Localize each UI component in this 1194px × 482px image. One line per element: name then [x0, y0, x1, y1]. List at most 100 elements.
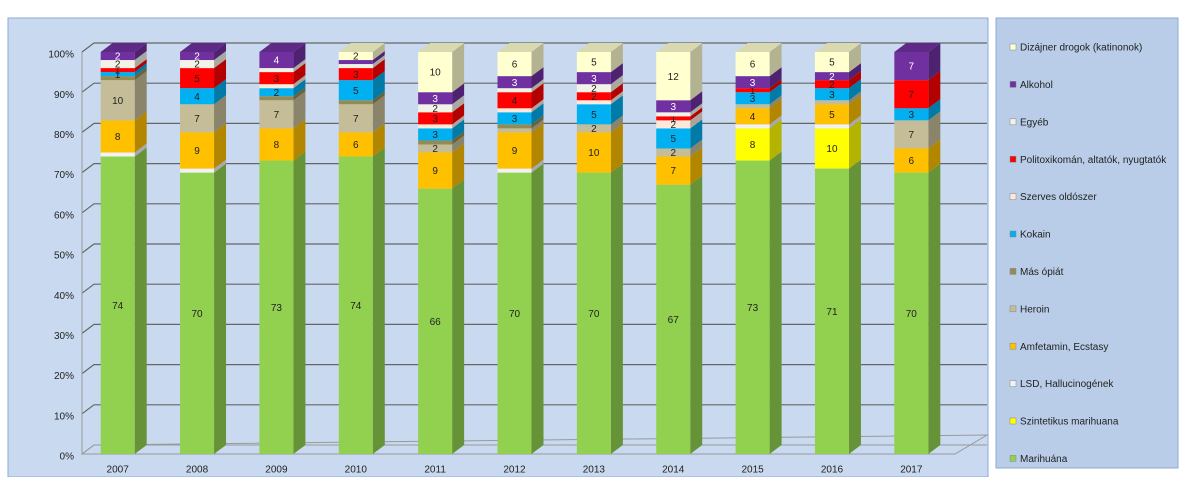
data-label: 7: [353, 114, 359, 125]
bar-segment: [576, 84, 611, 93]
data-label: 2: [670, 120, 676, 131]
legend-label: Kokain: [1020, 230, 1051, 241]
bar-segment: [418, 144, 453, 153]
bar-side: [372, 55, 385, 69]
bar-segment: [576, 172, 611, 454]
data-label: 10: [826, 144, 838, 155]
bar-top: [100, 43, 147, 52]
data-label: 8: [115, 132, 121, 143]
bar-segment: [497, 128, 532, 133]
bar-side: [293, 79, 306, 97]
bar-segment: [656, 52, 691, 101]
bar-segment: [576, 92, 611, 101]
bar-side: [452, 95, 465, 113]
bar-segment: [259, 160, 294, 455]
bar-side: [372, 43, 385, 61]
bar-side: [690, 147, 703, 185]
bar-segment: [894, 172, 929, 454]
bar-side: [769, 115, 782, 129]
data-label: 3: [432, 114, 438, 125]
data-label: 70: [509, 309, 521, 320]
bar-segment: [180, 88, 215, 105]
bar-side: [452, 83, 465, 105]
bar-segment: [656, 112, 691, 117]
y-tick-label: 70%: [54, 170, 74, 181]
legend-label: LSD, Hallucinogének: [1020, 379, 1114, 390]
legend-swatch: [1009, 417, 1017, 425]
legend-swatch: [1009, 380, 1017, 387]
bar-segment: [656, 184, 691, 454]
bar-side: [134, 111, 147, 153]
data-label: 2: [591, 84, 597, 95]
x-tick-label: 2012: [503, 465, 526, 476]
bar-segment: [180, 52, 215, 61]
data-label: 70: [906, 309, 918, 320]
legend-label: Egyéb: [1020, 117, 1049, 128]
data-label: 3: [432, 130, 438, 141]
bar-side: [928, 43, 941, 81]
bar-segment: [576, 104, 611, 125]
data-label: 4: [750, 112, 756, 123]
y-tick-label: 60%: [54, 210, 74, 221]
bar-side: [452, 131, 465, 145]
bar-side: [690, 119, 703, 149]
data-label: 1: [670, 114, 676, 125]
bar-segment: [497, 132, 532, 169]
bar-side: [531, 43, 544, 77]
bar-top: [259, 43, 306, 52]
bar-segment: [735, 108, 770, 125]
bar-side: [610, 75, 623, 93]
bar-side: [293, 91, 306, 129]
bar-segment: [894, 108, 929, 121]
bar-segment: [497, 76, 532, 89]
data-label: 74: [112, 301, 124, 312]
data-label: 70: [588, 309, 600, 320]
legend-label: Heroin: [1020, 304, 1049, 315]
bar-side: [848, 43, 861, 73]
bar-side: [134, 43, 147, 61]
bar-side: [452, 103, 465, 125]
legend-label: Alkohol: [1020, 80, 1053, 91]
data-label: 3: [512, 78, 518, 89]
x-tick-label: 2013: [583, 465, 606, 476]
x-tick-label: 2008: [186, 465, 209, 476]
bar-segment: [100, 76, 135, 81]
bar-segment: [100, 52, 135, 61]
bar-side: [214, 51, 227, 69]
data-label: 12: [668, 72, 680, 83]
bar-segment: [497, 168, 532, 173]
bar-side: [372, 59, 385, 81]
bar-side: [531, 103, 544, 125]
data-label: 4: [512, 96, 518, 107]
bar-side: [690, 43, 703, 101]
legend-label: Más ópiát: [1020, 267, 1064, 278]
bar-side: [610, 91, 623, 105]
bar-side: [769, 83, 782, 105]
bar-segment: [180, 60, 215, 69]
data-label: 2: [194, 52, 200, 63]
bar-segment: [814, 52, 849, 73]
bar-segment: [338, 68, 373, 81]
bar-segment: [656, 116, 691, 121]
bar-side: [690, 139, 703, 157]
bar-side: [848, 119, 861, 169]
data-label: 2: [274, 88, 280, 99]
data-label: 2: [670, 148, 676, 159]
bar-segment: [735, 92, 770, 105]
bar-side: [531, 159, 544, 173]
bar-side: [134, 147, 147, 454]
x-tick-label: 2009: [265, 465, 288, 476]
bar-segment: [735, 128, 770, 161]
bar-side: [293, 151, 306, 455]
x-tick-label: 2015: [741, 465, 764, 476]
bar-segment: [180, 132, 215, 169]
x-tick-label: 2007: [107, 465, 130, 476]
data-label: 9: [194, 146, 200, 157]
bar-side: [134, 63, 147, 77]
bar-side: [134, 143, 147, 157]
data-label: 6: [750, 60, 756, 71]
bar-side: [134, 51, 147, 69]
bar-segment: [814, 124, 849, 129]
bar-side: [610, 115, 623, 133]
